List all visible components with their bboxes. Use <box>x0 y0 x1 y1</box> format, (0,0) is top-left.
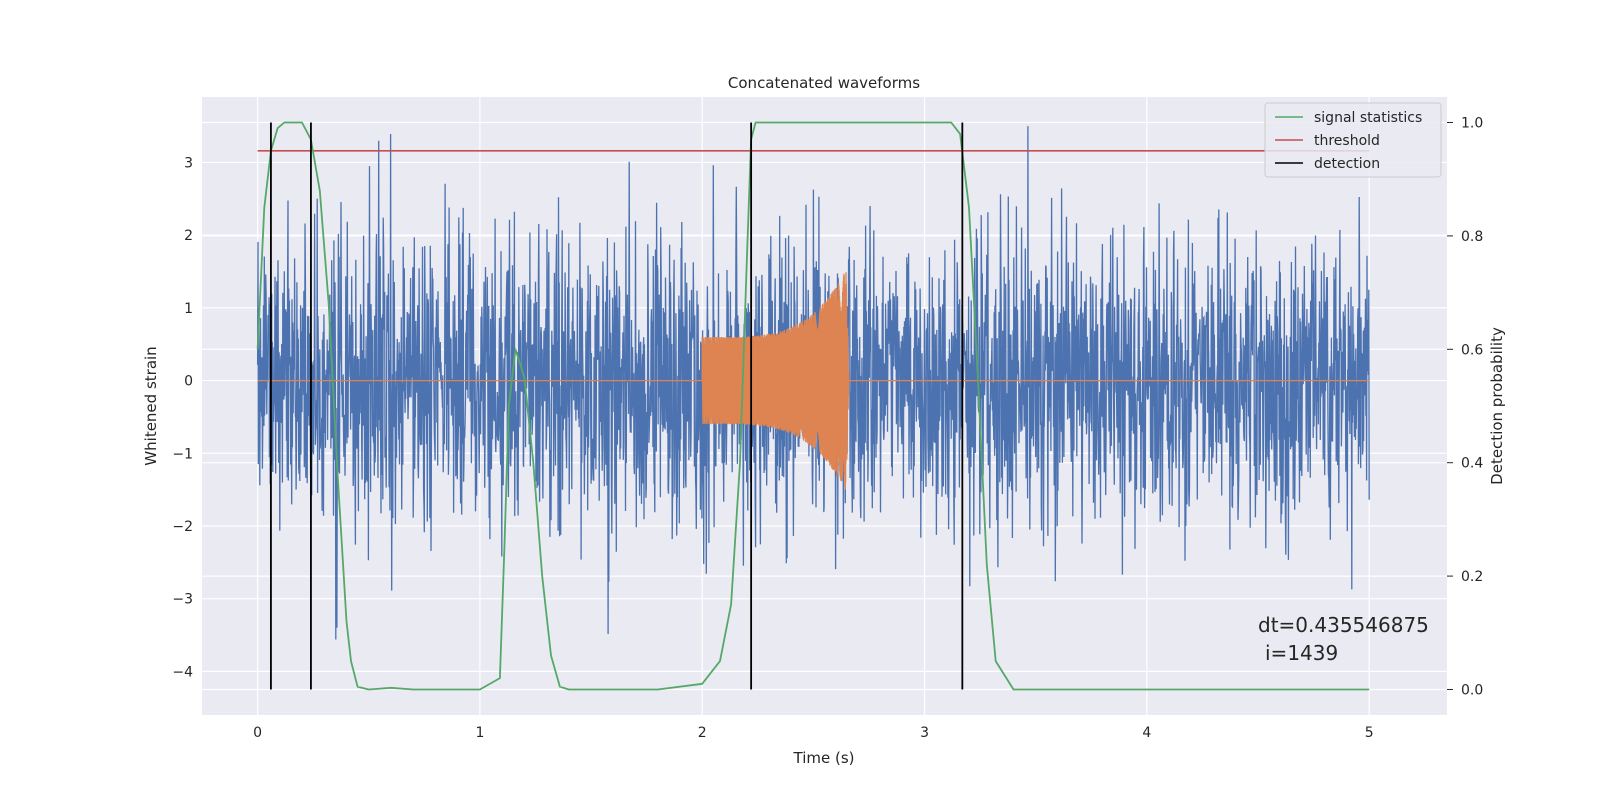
legend-label-threshold: threshold <box>1314 133 1380 149</box>
signal-statistics-line <box>256 121 1370 691</box>
y-tick-label: 0 <box>184 374 193 390</box>
legend-label-signal-statistics: signal statistics <box>1314 110 1422 126</box>
chirp-line <box>257 272 1370 490</box>
x-tick-label: 4 <box>1142 725 1151 741</box>
x-tick-label: 1 <box>475 725 484 741</box>
legend: signal statistics threshold detection <box>1264 102 1442 178</box>
x-tick-label: 0 <box>253 725 262 741</box>
y2-tick-label: 0.6 <box>1461 342 1483 358</box>
y-tick-label: 1 <box>184 301 193 317</box>
annotation-dt: dt=0.435546875 <box>1258 613 1429 637</box>
y2-axis-label: Detection probability <box>1488 327 1506 485</box>
chart-title: Concatenated waveforms <box>728 74 920 92</box>
y-tick-label: 3 <box>184 155 193 171</box>
y-tick-label: −4 <box>172 664 193 680</box>
y2-axis: 0.0 0.2 0.4 0.6 0.8 1.0 <box>1447 116 1483 698</box>
y-tick-label: −1 <box>172 446 193 462</box>
y-tick-label: 2 <box>184 228 193 244</box>
y-tick-label: −3 <box>172 592 193 608</box>
annotation-i: i=1439 <box>1265 641 1338 665</box>
x-axis: 0 1 2 3 4 5 <box>253 725 1374 741</box>
y-axis-label: Whitened strain <box>142 346 160 465</box>
x-tick-label: 3 <box>920 725 929 741</box>
x-axis-label: Time (s) <box>793 749 855 767</box>
y-axis: −4 −3 −2 −1 0 1 2 3 <box>172 155 193 680</box>
y-tick-label: −2 <box>172 519 193 535</box>
y2-tick-label: 1.0 <box>1461 116 1483 132</box>
y2-tick-label: 0.2 <box>1461 569 1483 585</box>
legend-label-detection: detection <box>1314 156 1380 172</box>
y2-tick-label: 0.0 <box>1461 682 1483 698</box>
y2-tick-label: 0.4 <box>1461 456 1483 472</box>
noise-line <box>256 126 1370 640</box>
series-layer <box>256 121 1370 691</box>
legend-box <box>1264 102 1442 178</box>
x-tick-label: 5 <box>1365 725 1374 741</box>
x-tick-label: 2 <box>698 725 707 741</box>
y2-tick-label: 0.8 <box>1461 229 1483 245</box>
